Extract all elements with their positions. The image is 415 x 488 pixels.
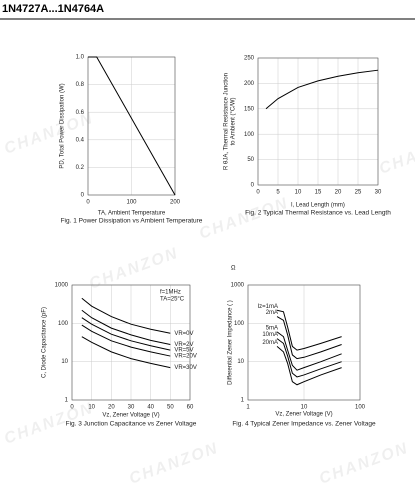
series-label: 10mA [262, 332, 278, 338]
x-tick-label: 10 [295, 190, 302, 196]
data-line [276, 316, 342, 360]
data-line [88, 56, 176, 196]
data-line [81, 336, 171, 369]
x-tick-label: 10 [88, 405, 95, 411]
annotation: TA=25°C [160, 297, 185, 303]
series-label: VR=2V [174, 342, 193, 348]
watermark: CHANZON [87, 245, 181, 293]
y-tick-label: 1.0 [76, 55, 85, 61]
data-line [81, 309, 171, 346]
data-line [276, 331, 342, 371]
x-tick-label: 30 [128, 405, 135, 411]
plot-frame [87, 56, 176, 196]
y-tick-label: 200 [244, 81, 255, 87]
data-line [81, 324, 171, 357]
plot-frame [257, 57, 379, 186]
x-tick-label: 15 [315, 190, 322, 196]
data-line [276, 346, 342, 386]
x-axis-label: TA, Ambient Temperature [98, 211, 166, 217]
page-title: 1N4727A...1N4764A [2, 3, 104, 15]
y-tick-label: 1 [241, 398, 245, 404]
series-label: 2mA [266, 310, 278, 316]
y-tick-label: 100 [244, 132, 255, 138]
y-axis-label: Differential Zener Impedance ( ) [228, 300, 234, 385]
series-label: VR=20V [174, 354, 197, 360]
y-tick-label: 0.2 [76, 165, 85, 171]
series-label: VR=30V [174, 365, 197, 371]
annotation: f=1MHz [160, 290, 181, 296]
y-tick-label: 250 [244, 56, 255, 62]
x-tick-label: 100 [126, 200, 137, 206]
x-axis-label: Vz, Zener Voltage (V) [102, 413, 159, 419]
y-tick-label: 100 [58, 321, 69, 327]
y-tick-label: 100 [234, 321, 245, 327]
x-tick-label: 40 [147, 405, 154, 411]
data-line [276, 338, 342, 378]
y-tick-label: 1000 [231, 283, 245, 289]
watermark: CHANZON [377, 130, 415, 178]
x-tick-label: 1 [246, 405, 250, 411]
y-axis-label: C, Diode Capacitance (pF) [42, 307, 48, 378]
x-tick-label: 50 [167, 405, 174, 411]
annotation: Ω [231, 266, 236, 272]
watermark: CHANZON [197, 195, 291, 243]
series-label: 5mA [266, 325, 278, 331]
x-tick-label: 30 [375, 190, 382, 196]
y-tick-label: 150 [244, 106, 255, 112]
x-tick-label: 0 [70, 405, 74, 411]
y-tick-label: 1 [65, 398, 69, 404]
x-axis-label: Vz, Zener Voltage (V) [275, 412, 332, 418]
x-tick-label: 20 [108, 405, 115, 411]
y-tick-label: 10 [61, 359, 68, 365]
y-tick-label: 1000 [55, 283, 69, 289]
x-axis-label: l, Lead Length (mm) [291, 203, 345, 209]
plot-frame [71, 284, 191, 401]
x-tick-label: 200 [170, 200, 181, 206]
watermark: CHANZON [2, 110, 96, 158]
watermark: CHANZON [127, 440, 221, 488]
y-tick-label: 0 [251, 183, 255, 189]
y-axis-label: to Ambient (°C/W) [231, 97, 237, 145]
y-tick-label: 50 [247, 157, 254, 163]
data-line [276, 309, 342, 351]
figure-caption: Fig. 1 Power Dissipation vs Ambient Temp… [61, 218, 203, 225]
x-tick-label: 0 [86, 200, 90, 206]
y-tick-label: 0.8 [76, 82, 85, 88]
y-axis-label: PD, Total Power Dissipation (W) [60, 83, 66, 168]
figure-caption: Fig. 2 Typical Thermal Resistance vs. Le… [245, 210, 391, 217]
x-tick-label: 25 [355, 190, 362, 196]
x-tick-label: 5 [276, 190, 280, 196]
y-tick-label: 10 [237, 359, 244, 365]
data-line [81, 317, 171, 351]
series-label: Iz=1mA [258, 304, 279, 310]
x-tick-label: 0 [256, 190, 260, 196]
series-label: VR=0V [174, 331, 193, 337]
x-tick-label: 20 [335, 190, 342, 196]
x-tick-label: 60 [187, 405, 194, 411]
figure-caption: Fig. 4 Typical Zener Impedance vs. Zener… [232, 421, 376, 428]
x-tick-label: 10 [301, 405, 308, 411]
series-label: VR=5V [174, 348, 193, 354]
data-line [265, 69, 379, 110]
watermark: CHANZON [317, 440, 411, 488]
y-tick-label: 0.6 [76, 110, 85, 116]
series-label: 20mA [262, 340, 278, 346]
x-tick-label: 100 [355, 405, 366, 411]
y-tick-label: 0 [81, 193, 85, 199]
plot-frame [247, 284, 361, 401]
figure-caption: Fig. 3 Junction Capacitance vs Zener Vol… [66, 421, 197, 428]
data-line [81, 297, 171, 334]
y-tick-label: 0.4 [76, 137, 85, 143]
y-axis-label: R θJA, Thermal Resistance Junction [224, 73, 230, 170]
